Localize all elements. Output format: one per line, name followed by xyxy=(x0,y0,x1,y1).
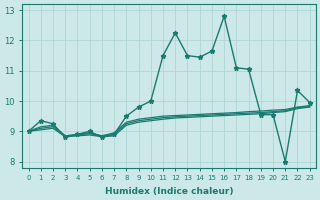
X-axis label: Humidex (Indice chaleur): Humidex (Indice chaleur) xyxy=(105,187,233,196)
